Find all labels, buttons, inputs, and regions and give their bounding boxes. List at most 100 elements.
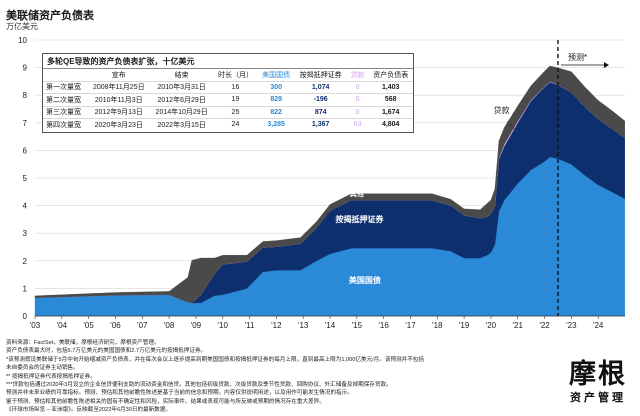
forecast-arrow-head <box>603 62 609 68</box>
x-tick-label: '09 <box>191 321 202 330</box>
logo-wordmark: 摩根 <box>569 359 627 390</box>
qe-loans: 0 <box>355 83 360 91</box>
qe-balance-sheet: 1,403 <box>381 83 400 91</box>
qe-header-cell: 按揭抵押证券 <box>299 71 342 79</box>
qe-header-cell: 宣布 <box>111 71 126 79</box>
x-tick-label: '22 <box>539 321 550 330</box>
forecast-marker: 预测* <box>557 40 609 316</box>
y-tick-label: 4 <box>23 202 28 211</box>
x-tick-label: '04 <box>57 321 68 330</box>
qe-start-date: 2012年9月13日 <box>94 109 143 117</box>
footnotes: 资料来源：FactSet，美联储，摩根经济研究，摩根资产管理。 资产负债表最大时… <box>6 339 551 415</box>
footnote-line: 资产负债表最大时，包括5.7万亿美元的美国国债和2.7万亿美元的按揭抵押证券。 <box>6 348 207 355</box>
axes: 0 1 2 3 4 5 6 7 8 9 10 '03 '04 '05 '06 '07 '08 '09 '10 '11 '… <box>18 36 625 330</box>
qe-start-date: 2010年11月3日 <box>94 96 143 104</box>
footnote-line: *该预测假设美联储于5月中旬开始缩减资产负债表，并在每次会议上逐步提高到期美国国… <box>6 356 424 363</box>
x-tick-label: '11 <box>245 321 255 330</box>
y-tick-label: 6 <box>23 146 28 155</box>
chart-title: 美联储资产负债表 <box>6 10 94 22</box>
footnote-line: ***贷款包括通过2020年3月设立的企业信贷便利支助的流动资金和信贷。其他包括… <box>6 382 392 389</box>
x-tick-label: '24 <box>593 321 604 330</box>
qe-loans: 63 <box>353 121 362 129</box>
qe-end-date: 2010年3月31日 <box>157 84 206 92</box>
y-tick-label: 0 <box>23 312 28 321</box>
x-tick-label: '12 <box>271 321 282 330</box>
qe-loans: 0 <box>355 96 360 104</box>
qe-treasuries: 300 <box>270 83 282 91</box>
x-tick-label: '05 <box>83 321 94 330</box>
y-axis-unit: 万亿美元 <box>6 22 38 31</box>
y-tick-label: 9 <box>23 64 28 73</box>
x-tick-label: '14 <box>325 321 336 330</box>
qe-balance-sheet: 568 <box>384 96 397 104</box>
qe-balance-sheet: 4,804 <box>381 121 400 129</box>
qe-start-date: 2020年3月23日 <box>94 121 143 129</box>
qe-table: 多轮QE导致的资产负债表扩张，十亿美元 宣布 结束 时长（月） 美国国债 按揭抵… <box>42 53 414 133</box>
qe-duration: 24 <box>231 121 240 129</box>
x-tick-label: '18 <box>432 321 443 330</box>
series-labels: 美国国债 按揭抵押证券 其他 贷款 <box>336 105 518 285</box>
qe-table-grid: 宣布 结束 时长（月） 美国国债 按揭抵押证券 贷款 资产负债表 第一次量宽 2… <box>43 69 413 131</box>
x-tick-label: '13 <box>298 321 309 330</box>
x-tick-label: '08 <box>164 321 175 330</box>
qe-end-date: 2012年6月29日 <box>157 96 206 104</box>
y-tick-label: 10 <box>18 36 27 45</box>
x-tick-label: '16 <box>378 321 389 330</box>
qe-table-caption: 多轮QE导致的资产负债表扩张，十亿美元 <box>43 54 413 69</box>
x-tick-label: '10 <box>218 321 229 330</box>
qe-end-date: 2014年10月29日 <box>155 109 208 117</box>
series-area <box>34 65 625 304</box>
y-tick-label: 2 <box>23 257 28 266</box>
qe-mbs: 1,367 <box>311 121 330 129</box>
loans-leader-line <box>506 121 518 133</box>
y-tick-label: 3 <box>23 229 28 238</box>
x-tick-label: '15 <box>352 321 363 330</box>
footnote-line: 《环球市场纵览 – 亚洲版》。反映截至2022年6月30日的最新数据。 <box>6 407 172 414</box>
x-tick-label: '03 <box>30 321 41 330</box>
x-tick-label: '19 <box>459 321 470 330</box>
footnote-line: 预测并非未来业绩的可靠指标。预测、预估和其他前瞻性陈述是基于当前的信念和预期。内… <box>6 390 353 397</box>
qe-end-date: 2022年3月15日 <box>157 121 206 129</box>
series-label-treasuries: 美国国债 <box>349 275 381 285</box>
series-label-mbs: 按揭抵押证券 <box>336 214 385 224</box>
table-row: 第四次量宽 2020年3月23日 2022年3月15日 24 3,285 1,3… <box>43 118 413 131</box>
x-tick-label: '17 <box>405 321 416 330</box>
qe-round-name: 第四次量宽 <box>46 121 81 129</box>
qe-header-cell: 结束 <box>174 71 189 79</box>
x-tick-label: '20 <box>486 321 497 330</box>
qe-treasuries: 822 <box>270 108 282 116</box>
y-tick-label: 5 <box>23 174 28 183</box>
qe-header-cell: 贷款 <box>350 71 365 79</box>
qe-loans: 0 <box>355 108 360 116</box>
table-row: 第三次量宽 2012年9月13日 2014年10月29日 25 822 874 … <box>43 106 413 119</box>
qe-balance-sheet: 1,674 <box>381 108 400 116</box>
x-tick-label: '21 <box>513 321 524 330</box>
qe-round-name: 第二次量宽 <box>46 96 81 104</box>
series-label-loans: 贷款 <box>494 105 510 115</box>
footnote-line: 未自委员会的证券主动销售。 <box>6 365 79 372</box>
qe-duration: 19 <box>231 96 240 104</box>
qe-header-cell: 资产负债表 <box>373 71 409 79</box>
qe-round-name: 第一次量宽 <box>46 84 81 92</box>
footnote-line: 资料来源：FactSet，美联储，摩根经济研究，摩根资产管理。 <box>6 340 160 346</box>
x-tick-label: '06 <box>110 321 121 330</box>
footnote-line: 鉴于预测、预估和其他前瞻性陈述相关的固有不确定性和风险，实际事件、结果或表现可能… <box>6 398 325 405</box>
y-tick-label: 1 <box>23 284 28 293</box>
forecast-label: 预测* <box>568 52 587 62</box>
qe-header-cell <box>43 69 88 81</box>
x-tick-label: '07 <box>137 321 148 330</box>
qe-start-date: 2008年11月25日 <box>92 84 145 92</box>
logo-tagline: 资产管理 <box>570 392 626 404</box>
brand-logo: 摩根 资产管理 <box>560 352 636 405</box>
y-tick-label: 7 <box>23 119 28 128</box>
x-tick-label: '23 <box>566 321 577 330</box>
qe-duration: 25 <box>231 108 240 116</box>
qe-mbs: 1,074 <box>311 83 330 91</box>
qe-duration: 16 <box>231 83 240 91</box>
qe-treasuries: 3,285 <box>267 121 285 129</box>
series-label-other: 其他 <box>350 189 364 198</box>
table-row: 第二次量宽 2010年11月3日 2012年6月29日 19 829 -196 … <box>43 93 413 107</box>
qe-mbs: 874 <box>314 108 327 116</box>
table-row: 第一次量宽 2008年11月25日 2010年3月31日 16 300 1,07… <box>43 81 413 94</box>
qe-round-name: 第三次量宽 <box>46 109 81 117</box>
